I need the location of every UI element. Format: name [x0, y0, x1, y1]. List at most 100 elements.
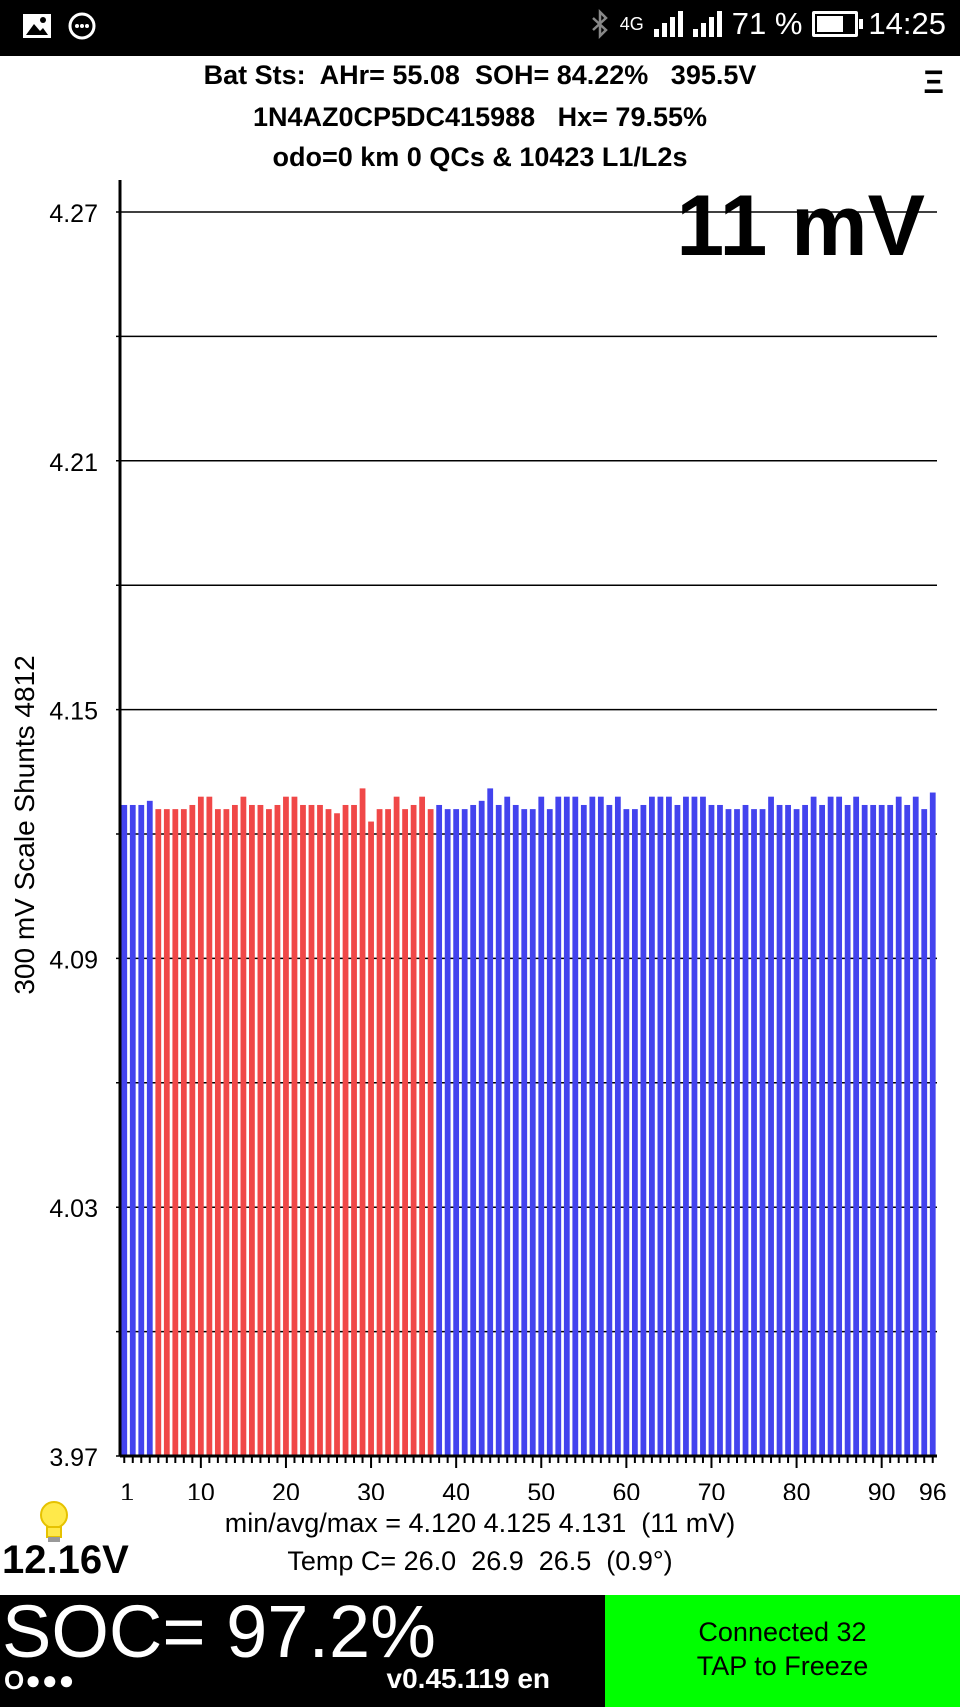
cell-bar — [317, 804, 323, 1456]
connection-status: Connected 32 — [698, 1617, 867, 1647]
menu-icon[interactable]: Ξ — [923, 64, 944, 100]
cell-bar — [189, 804, 196, 1456]
cell-bar — [385, 809, 391, 1456]
cell-bar — [555, 796, 562, 1456]
cell-bar — [249, 804, 255, 1456]
aux-battery-voltage: 12.16V — [2, 1538, 129, 1582]
cell-bar — [266, 809, 272, 1456]
voltage-spread-label: 11 mV — [676, 178, 925, 274]
cell-bar — [751, 809, 757, 1456]
cell-bar — [325, 809, 332, 1456]
cell-bar — [504, 796, 511, 1456]
cell-bar — [708, 804, 715, 1456]
battery-percent: 71 % — [731, 6, 803, 41]
cell-bar — [563, 796, 570, 1456]
odometer-charges-line: odo=0 km 0 QCs & 10423 L1/L2s — [272, 142, 688, 172]
cell-bar — [180, 809, 187, 1456]
cell-bar — [836, 796, 843, 1456]
cell-bar — [223, 809, 230, 1456]
vin-health-line: 1N4AZ0CP5DC415988 Hx= 79.55% — [252, 102, 708, 132]
cell-bar — [197, 796, 204, 1456]
cell-bar — [878, 804, 885, 1456]
cell-bar — [589, 796, 596, 1456]
soc-value: SOC= 97.2% — [2, 1590, 436, 1673]
cell-bar — [614, 796, 621, 1456]
x-tick-label: 70 — [698, 1479, 726, 1500]
cell-bar — [819, 804, 826, 1456]
cell-bar — [495, 804, 502, 1456]
cell-bar — [291, 796, 298, 1456]
battery-status-line: Bat Sts: AHr= 55.08 SOH= 84.22% 395.5V — [203, 60, 757, 90]
cell-bar — [470, 804, 477, 1456]
cell-bar — [717, 804, 723, 1456]
cell-bar — [887, 804, 894, 1456]
y-tick-label: 4.21 — [49, 449, 98, 477]
cell-bar — [240, 796, 247, 1456]
cell-bar — [776, 804, 783, 1456]
cell-bar — [529, 809, 536, 1456]
cell-bar — [427, 809, 434, 1456]
cell-bar — [580, 804, 587, 1456]
status-bar: 4G 71 % 14:25 — [0, 0, 960, 56]
cell-bar — [393, 796, 400, 1456]
signal-strength-icon — [653, 11, 683, 37]
cell-bar — [283, 796, 289, 1456]
x-tick-label: 10 — [187, 1479, 215, 1500]
cell-bar — [214, 809, 221, 1456]
cell-bar — [631, 809, 638, 1456]
cell-bar — [827, 796, 834, 1456]
cell-bar — [274, 804, 281, 1456]
connection-freeze-button[interactable]: Connected 32 TAP to Freeze — [605, 1595, 960, 1707]
temperature-label: Temp C= 26.0 26.9 26.5 (0.9°) — [287, 1546, 673, 1576]
cell-bar — [904, 804, 911, 1456]
cell-bar — [351, 804, 357, 1456]
bluetooth-icon — [591, 9, 608, 39]
cell-bar — [538, 796, 545, 1456]
cell-bar — [300, 804, 306, 1456]
min-avg-max-label: min/avg/max = 4.120 4.125 4.131 (11 mV) — [224, 1508, 736, 1538]
cell-bar — [734, 809, 740, 1456]
x-tick-label: 96 — [919, 1479, 947, 1500]
cell-bar — [308, 804, 315, 1456]
y-tick-label: 3.97 — [49, 1444, 98, 1472]
app-version: v0.45.119 en — [386, 1663, 550, 1694]
soc-panel: SOC= 97.2% O●●● v0.45.119 en — [0, 1590, 605, 1707]
cell-bar — [768, 796, 774, 1456]
cell-bar — [929, 792, 936, 1456]
cell-voltage-chart[interactable]: 4.27 4.21 4.15 4.09 4.03 3.97 1 10 20 30 40 50 60 70… — [0, 0, 960, 1500]
cell-bar — [206, 796, 213, 1456]
cell-bar — [342, 804, 349, 1456]
cell-bar — [597, 796, 604, 1456]
y-tick-label: 4.15 — [49, 698, 98, 726]
cell-bar — [163, 809, 170, 1456]
cell-bar — [172, 809, 179, 1456]
x-tick-label: 40 — [442, 1479, 470, 1500]
battery-icon — [812, 11, 864, 37]
cell-bar — [700, 796, 706, 1456]
cell-bar — [359, 788, 366, 1456]
cell-bar — [572, 796, 579, 1456]
cell-bar — [844, 804, 851, 1456]
page-indicator-dots: O●●● — [4, 1665, 76, 1695]
cell-bar — [802, 804, 808, 1456]
cell-bar — [461, 809, 468, 1456]
cell-bar — [334, 813, 340, 1456]
cell-bar — [231, 804, 238, 1456]
y-axis-label: 300 mV Scale Shunts 4812 — [9, 655, 40, 994]
cell-bar — [129, 804, 136, 1456]
cell-bar — [623, 809, 630, 1456]
cell-bar — [436, 804, 443, 1456]
cell-bar — [921, 809, 928, 1456]
cell-bar — [376, 809, 383, 1456]
cell-bar — [640, 804, 647, 1456]
cell-bar — [606, 804, 613, 1456]
cell-bar — [478, 800, 485, 1456]
cell-bar — [725, 809, 732, 1456]
gallery-notification-icon — [23, 14, 51, 38]
cell-bar — [146, 800, 153, 1456]
cell-bar — [649, 796, 655, 1456]
cell-bar — [683, 796, 689, 1456]
x-tick-label: 50 — [527, 1479, 555, 1500]
cell-bar — [870, 804, 877, 1456]
cell-bar — [512, 804, 519, 1456]
